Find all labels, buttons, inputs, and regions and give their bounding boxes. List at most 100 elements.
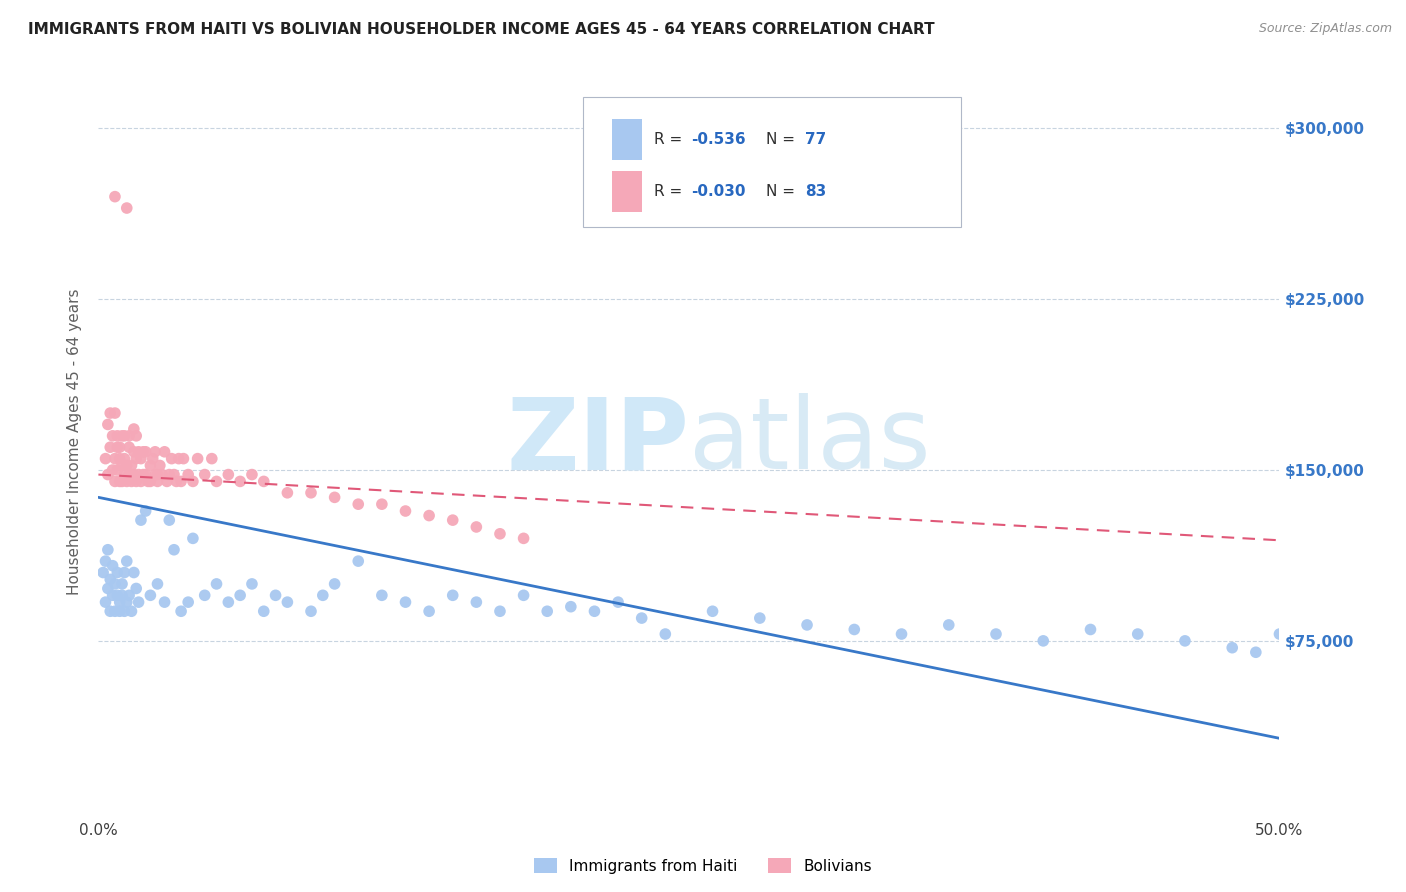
Point [194, 588, 217, 602]
Point [125, 451, 148, 466]
Bar [612, 120, 641, 161]
Point [139, 458, 162, 473]
Point [1080, 623, 1102, 637]
Point [170, 475, 193, 489]
Point [536, 604, 558, 618]
Point [229, 475, 252, 489]
Point [97, 582, 120, 596]
Point [118, 588, 141, 602]
Point [101, 588, 124, 602]
Point [748, 611, 770, 625]
Point [101, 463, 124, 477]
Point [97, 542, 120, 557]
Point [111, 429, 134, 443]
Point [323, 577, 346, 591]
Point [104, 189, 127, 203]
Point [177, 467, 200, 482]
Point [418, 508, 440, 523]
Point [136, 475, 159, 489]
Point [512, 532, 534, 546]
Point [112, 429, 135, 443]
Text: -0.536: -0.536 [692, 132, 747, 147]
Point [121, 458, 143, 473]
Point [1032, 633, 1054, 648]
Point [1316, 657, 1339, 671]
Point [104, 451, 127, 466]
Point [101, 429, 124, 443]
Point [299, 485, 322, 500]
Point [371, 497, 394, 511]
Point [205, 577, 228, 591]
Point [129, 513, 152, 527]
Point [122, 467, 145, 482]
Point [844, 623, 866, 637]
Point [118, 440, 141, 454]
Point [112, 467, 135, 482]
Point [323, 491, 346, 505]
Point [125, 582, 148, 596]
Point [312, 588, 335, 602]
Point [181, 532, 204, 546]
Point [125, 429, 148, 443]
Point [194, 467, 217, 482]
Point [371, 588, 394, 602]
Point [984, 627, 1007, 641]
Point [465, 595, 488, 609]
Point [583, 604, 606, 618]
Point [276, 595, 298, 609]
Point [94, 554, 117, 568]
Point [128, 444, 150, 458]
Point [135, 467, 157, 482]
Point [135, 444, 157, 458]
Point [465, 520, 488, 534]
Point [156, 475, 179, 489]
Point [104, 475, 127, 489]
Point [105, 566, 128, 580]
Point [112, 604, 135, 618]
Text: 77: 77 [804, 132, 825, 147]
Point [128, 595, 150, 609]
Text: atlas: atlas [689, 393, 931, 490]
Point [160, 451, 183, 466]
Point [112, 451, 135, 466]
Point [796, 618, 818, 632]
Point [143, 444, 166, 458]
Point [104, 406, 127, 420]
Point [654, 627, 676, 641]
Text: -0.030: -0.030 [692, 184, 745, 199]
Y-axis label: Householder Income Ages 45 - 64 years: Householder Income Ages 45 - 64 years [67, 288, 83, 595]
Point [104, 604, 127, 618]
Point [394, 595, 416, 609]
Point [98, 604, 121, 618]
Point [122, 566, 145, 580]
Point [135, 504, 157, 518]
FancyBboxPatch shape [582, 97, 960, 227]
Point [1292, 649, 1315, 664]
Point [94, 451, 117, 466]
Point [630, 611, 652, 625]
Point [299, 604, 322, 618]
Point [132, 467, 155, 482]
Point [108, 451, 131, 466]
Point [108, 475, 131, 489]
Text: 83: 83 [804, 184, 825, 199]
Text: R =: R = [654, 184, 686, 199]
Point [489, 526, 512, 541]
Point [167, 451, 190, 466]
Point [253, 475, 276, 489]
Point [418, 604, 440, 618]
Point [441, 513, 464, 527]
Point [129, 475, 152, 489]
Point [163, 542, 186, 557]
Point [105, 463, 128, 477]
Point [153, 444, 176, 458]
Point [118, 467, 141, 482]
Point [394, 504, 416, 518]
Point [229, 588, 252, 602]
Point [142, 451, 165, 466]
Point [115, 475, 138, 489]
Text: N =: N = [766, 132, 800, 147]
Point [111, 588, 134, 602]
Point [149, 458, 172, 473]
Point [129, 451, 152, 466]
